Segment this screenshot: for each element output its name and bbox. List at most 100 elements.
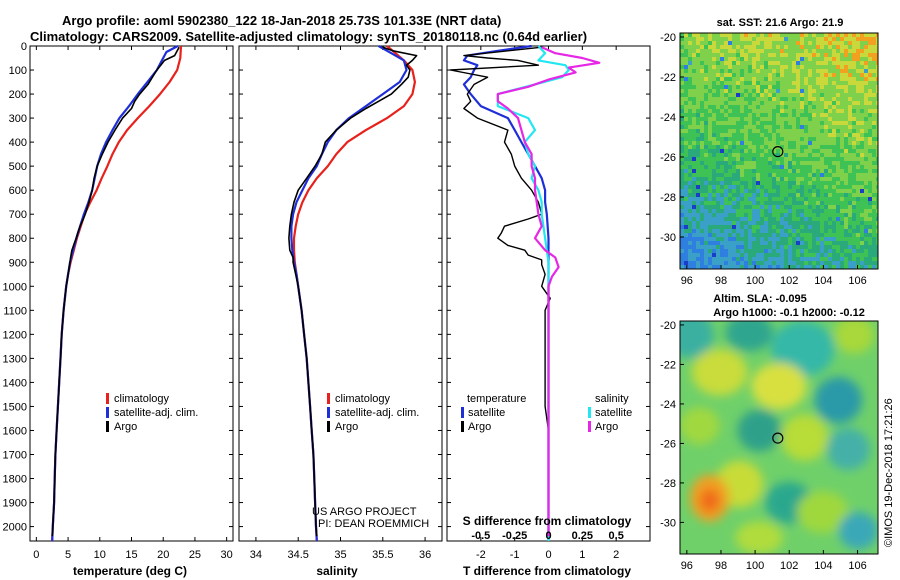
s-difference-tick-label: -0.5 — [471, 530, 490, 542]
sla-field — [680, 321, 878, 554]
sst-map-cell — [696, 85, 700, 89]
sst-map-cell — [788, 97, 792, 101]
sst-map-cell — [712, 153, 716, 157]
sst-map-cell — [856, 249, 860, 253]
sst-map-cell — [776, 217, 780, 221]
sst-map-cell — [780, 145, 784, 149]
sst-map-cell — [860, 261, 864, 265]
sst-map-cell — [796, 153, 800, 157]
sst-map-cell — [812, 41, 816, 45]
sst-map-cell — [740, 157, 744, 161]
sst-map-cell — [808, 141, 812, 145]
sst-map-cell — [812, 181, 816, 185]
sst-map-cell — [680, 265, 684, 269]
sst-map-cell — [868, 93, 872, 97]
sst-map-cell — [688, 161, 692, 165]
sst-map-cell — [868, 69, 872, 73]
sst-map-cell — [868, 105, 872, 109]
sst-map-cell — [876, 57, 878, 61]
sst-map-cell — [732, 261, 736, 265]
sst-map-cell — [864, 213, 868, 217]
sst-map-cell — [808, 77, 812, 81]
sst-map-cell — [728, 61, 732, 65]
sst-map-cell — [788, 113, 792, 117]
sst-map-cell — [876, 101, 878, 105]
sst-map-cell — [684, 41, 688, 45]
sst-map-cell — [684, 101, 688, 105]
sst-map-cell — [860, 97, 864, 101]
map-lat-label: -28 — [660, 478, 676, 490]
sst-map-cell — [680, 65, 684, 69]
sst-map-cell — [800, 189, 804, 193]
sst-map-cell — [692, 145, 696, 149]
sst-map-cell — [868, 117, 872, 121]
sst-map-cell — [684, 97, 688, 101]
sst-map-cell — [732, 265, 736, 269]
sst-map-cell — [720, 61, 724, 65]
sst-map-cell — [680, 41, 684, 45]
sst-map-cell — [696, 153, 700, 157]
sst-map-cell — [728, 101, 732, 105]
sst-map-cell — [792, 89, 796, 93]
sst-map-cell — [688, 197, 692, 201]
sst-map-cell — [724, 149, 728, 153]
sst-map-cell — [816, 145, 820, 149]
sst-map-cell — [696, 93, 700, 97]
sst-map-cell — [736, 121, 740, 125]
sst-map-cell — [756, 161, 760, 165]
depth-tick-label: 2000 — [3, 522, 27, 534]
sst-map-cell — [864, 137, 868, 141]
sst-map-cell — [804, 117, 808, 121]
sst-map-cell — [748, 193, 752, 197]
sst-map-cell — [772, 33, 776, 37]
sst-map-cell — [760, 69, 764, 73]
sst-map-cell — [840, 101, 844, 105]
sst-map-cell — [724, 173, 728, 177]
sst-map-cell — [700, 217, 704, 221]
sst-map-cell — [680, 209, 684, 213]
sst-map-cell — [764, 257, 768, 261]
sst-map-cell — [840, 133, 844, 137]
sst-map-cell — [804, 129, 808, 133]
sst-map-cell — [876, 261, 878, 265]
sst-map-cell — [868, 193, 872, 197]
sst-map-cell — [804, 161, 808, 165]
map-lat-label: -26 — [660, 152, 676, 164]
sst-map-cell — [768, 73, 772, 77]
sst-map-cell — [716, 57, 720, 61]
sst-map-cell — [744, 193, 748, 197]
sst-map-cell — [704, 133, 708, 137]
sst-map-cell — [768, 189, 772, 193]
sst-map-cell — [724, 129, 728, 133]
sst-map-cell — [804, 45, 808, 49]
sst-map-cell — [712, 113, 716, 117]
sst-map-cell — [724, 113, 728, 117]
sst-map-cell — [776, 201, 780, 205]
sst-map-cell — [764, 53, 768, 57]
sst-map-cell — [796, 241, 800, 245]
sst-map-cell — [844, 153, 848, 157]
sst-map-cell — [860, 153, 864, 157]
sst-map-cell — [692, 157, 696, 161]
sst-map-cell — [740, 193, 744, 197]
sst-map-cell — [816, 81, 820, 85]
sst-map-cell — [804, 101, 808, 105]
sst-map-cell — [744, 173, 748, 177]
sst-map-cell — [792, 205, 796, 209]
sst-map-cell — [692, 57, 696, 61]
sst-map-cell — [728, 93, 732, 97]
sst-map-cell — [828, 65, 832, 69]
sst-map-cell — [844, 241, 848, 245]
sst-map-cell — [844, 145, 848, 149]
sst-map-cell — [692, 249, 696, 253]
sla-anomaly-blob — [680, 407, 720, 445]
sst-map-cell — [696, 57, 700, 61]
sst-map-cell — [756, 129, 760, 133]
sst-map-cell — [776, 149, 780, 153]
sst-map-cell — [864, 33, 868, 37]
sst-map-cell — [812, 253, 816, 257]
sst-map-cell — [684, 201, 688, 205]
sst-map-cell — [740, 93, 744, 97]
sst-map-cell — [720, 153, 724, 157]
sst-map-cell — [876, 169, 878, 173]
